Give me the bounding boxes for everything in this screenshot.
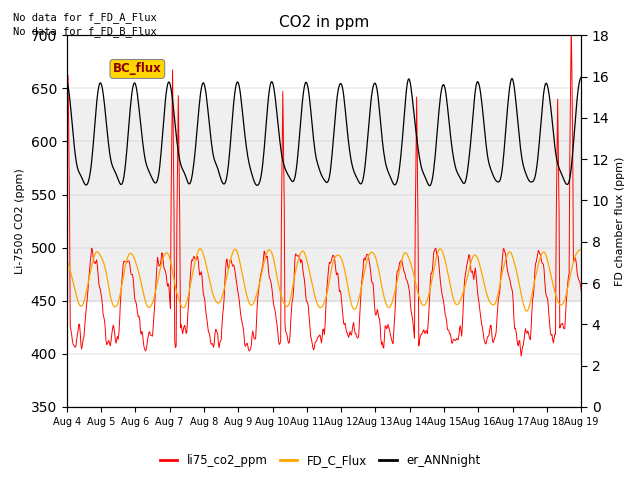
Text: BC_flux: BC_flux (113, 62, 162, 75)
Text: No data for f_FD_A_Flux: No data for f_FD_A_Flux (13, 12, 157, 23)
Y-axis label: Li-7500 CO2 (ppm): Li-7500 CO2 (ppm) (15, 168, 25, 274)
Text: No data for f_FD_B_Flux: No data for f_FD_B_Flux (13, 26, 157, 37)
Bar (67, 99, 581, 301)
Y-axis label: FD chamber flux (ppm): FD chamber flux (ppm) (615, 156, 625, 286)
Legend: li75_co2_ppm, FD_C_Flux, er_ANNnight: li75_co2_ppm, FD_C_Flux, er_ANNnight (155, 449, 485, 472)
Title: CO2 in ppm: CO2 in ppm (279, 15, 369, 30)
